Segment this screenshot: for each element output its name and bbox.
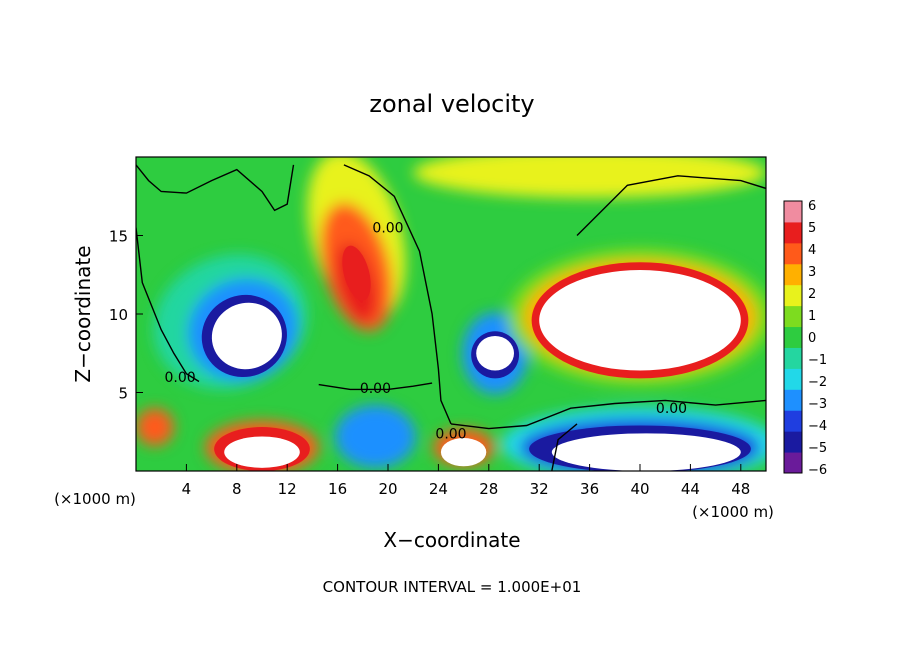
- colorbar-frame: [783, 200, 803, 474]
- colorbar-swatch: [784, 347, 802, 369]
- colorbar-swatch: [784, 221, 802, 244]
- colorbar-tick-label: −5: [808, 441, 827, 456]
- field-core: [476, 335, 514, 371]
- field-core: [539, 270, 741, 371]
- colorbar-swatch: [784, 242, 802, 265]
- zero-contour-line: [576, 175, 766, 236]
- x-axis-left-unit: (×1000 m): [54, 490, 136, 508]
- contour-label: 0.00: [435, 426, 466, 442]
- zero-contour-line: [318, 382, 433, 391]
- x-axis: 4 8 12 16 20 24 28 32 36 40 44 48: [182, 464, 750, 498]
- x-axis-label: X−coordinate: [383, 528, 520, 552]
- colorbar-swatch: [784, 389, 802, 411]
- colorbar-swatch: [784, 284, 802, 307]
- colorbar-swatch: [784, 201, 802, 223]
- field-core: [211, 302, 282, 370]
- zero-contour-line: [551, 423, 578, 471]
- x-tick-label: 4: [182, 480, 192, 498]
- colorbar-tick-label: 6: [808, 199, 816, 214]
- x-tick-label: 12: [278, 480, 297, 498]
- x-tick-label: 44: [681, 480, 700, 498]
- field-core: [342, 245, 371, 301]
- colorbar-tick-label: −1: [808, 353, 827, 368]
- zero-contour-line: [136, 164, 295, 212]
- colorbar-tick-label: 0: [808, 331, 816, 346]
- colorbar-swatch: [784, 410, 802, 432]
- x-tick-label: 20: [378, 480, 397, 498]
- zero-contour-line: [343, 164, 452, 425]
- colorbar-tick-label: 5: [808, 221, 816, 236]
- x-tick-label: 40: [630, 480, 649, 498]
- colorbar-tick-label: 3: [808, 265, 816, 280]
- colorbar-swatch: [784, 263, 802, 286]
- colorbar-tick-label: 2: [808, 287, 816, 302]
- field-region: [136, 408, 174, 446]
- colorbar: 6 5 4 3 2 1 0 −1 −2 −3 −4 −5 −6: [783, 199, 827, 478]
- colorbar-swatch: [784, 368, 802, 390]
- y-tick-label: 10: [109, 306, 128, 324]
- colorbar-swatch: [784, 431, 802, 453]
- field-core: [440, 438, 487, 467]
- x-tick-label: 16: [328, 480, 347, 498]
- y-axis: 5 10 15: [109, 228, 143, 403]
- x-tick-label: 48: [731, 480, 750, 498]
- y-tick-label: 15: [109, 228, 128, 246]
- contour-interval-note: CONTOUR INTERVAL = 1.000E+01: [323, 578, 582, 596]
- contour-label: 0.00: [656, 401, 687, 417]
- y-tick-label: 5: [118, 385, 128, 403]
- x-tick-label: 24: [429, 480, 448, 498]
- contour-label: 0.00: [372, 221, 403, 237]
- field-region: [413, 157, 766, 198]
- zero-contour-line: [450, 399, 766, 430]
- heatmap-field: [136, 157, 766, 471]
- colorbar-tick-label: −3: [808, 397, 827, 412]
- x-tick-label: 36: [580, 480, 599, 498]
- x-tick-label: 28: [479, 480, 498, 498]
- x-axis-right-unit: (×1000 m): [692, 503, 774, 521]
- chart-title: zonal velocity: [369, 90, 534, 118]
- colorbar-tick-label: −6: [808, 463, 827, 478]
- colorbar-swatch: [784, 452, 802, 474]
- field-core: [551, 433, 741, 471]
- x-tick-label: 8: [232, 480, 242, 498]
- contour-label: 0.00: [360, 381, 391, 397]
- y-axis-label: Z−coordinate: [71, 245, 95, 382]
- colorbar-tick-label: 1: [808, 309, 816, 324]
- colorbar-tick-label: 4: [808, 243, 816, 258]
- colorbar-swatch: [784, 326, 802, 348]
- zero-contour-line: [136, 227, 200, 383]
- field-region: [335, 405, 416, 468]
- contour-label: 0.00: [165, 370, 196, 386]
- colorbar-swatch: [784, 305, 802, 328]
- colorbar-tick-label: −2: [808, 375, 827, 390]
- x-tick-label: 32: [530, 480, 549, 498]
- field-core: [224, 436, 300, 468]
- colorbar-tick-label: −4: [808, 419, 827, 434]
